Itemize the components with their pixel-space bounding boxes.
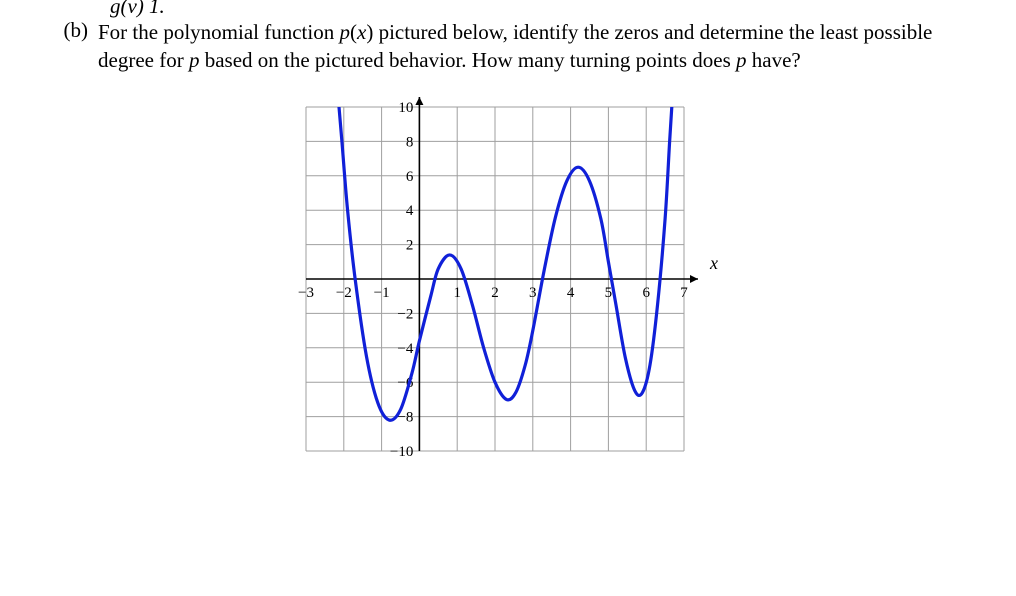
q-arg-open: ( — [350, 20, 357, 44]
svg-text:3: 3 — [529, 285, 537, 301]
svg-text:−10: −10 — [390, 444, 413, 460]
svg-text:6: 6 — [406, 168, 414, 184]
q-func2: p — [189, 48, 200, 72]
q-mid2: based on the pictured behavior. How many… — [199, 48, 736, 72]
q-pre: For the polynomial function — [98, 20, 339, 44]
svg-text:6: 6 — [642, 285, 650, 301]
svg-text:2: 2 — [406, 237, 414, 253]
q-arg: x — [357, 20, 366, 44]
svg-text:5: 5 — [605, 285, 613, 301]
question-row: (b) For the polynomial function p(x) pic… — [40, 18, 976, 75]
item-label: (b) — [40, 18, 98, 43]
svg-text:10: 10 — [398, 100, 413, 116]
page: g(v) 1. (b) For the polynomial function … — [0, 0, 1016, 596]
svg-text:−2: −2 — [336, 285, 352, 301]
q-func3: p — [736, 48, 747, 72]
svg-text:7: 7 — [680, 285, 688, 301]
svg-text:2: 2 — [491, 285, 499, 301]
svg-text:−4: −4 — [397, 340, 413, 356]
svg-text:−2: −2 — [397, 306, 413, 322]
polynomial-chart: −3−2−11234567−10−8−6−4−2246810x — [288, 89, 728, 469]
svg-text:8: 8 — [406, 134, 414, 150]
question-text: For the polynomial function p(x) picture… — [98, 18, 976, 75]
q-tail: have? — [747, 48, 801, 72]
q-func: p — [339, 20, 350, 44]
chart-container: −3−2−11234567−10−8−6−4−2246810x — [40, 89, 976, 469]
svg-text:1: 1 — [453, 285, 461, 301]
previous-item-stub: g(v) 1. — [110, 0, 165, 19]
svg-text:x: x — [709, 253, 718, 273]
svg-text:4: 4 — [567, 285, 575, 301]
svg-text:−1: −1 — [374, 285, 390, 301]
svg-text:4: 4 — [406, 203, 414, 219]
svg-text:−3: −3 — [298, 285, 314, 301]
